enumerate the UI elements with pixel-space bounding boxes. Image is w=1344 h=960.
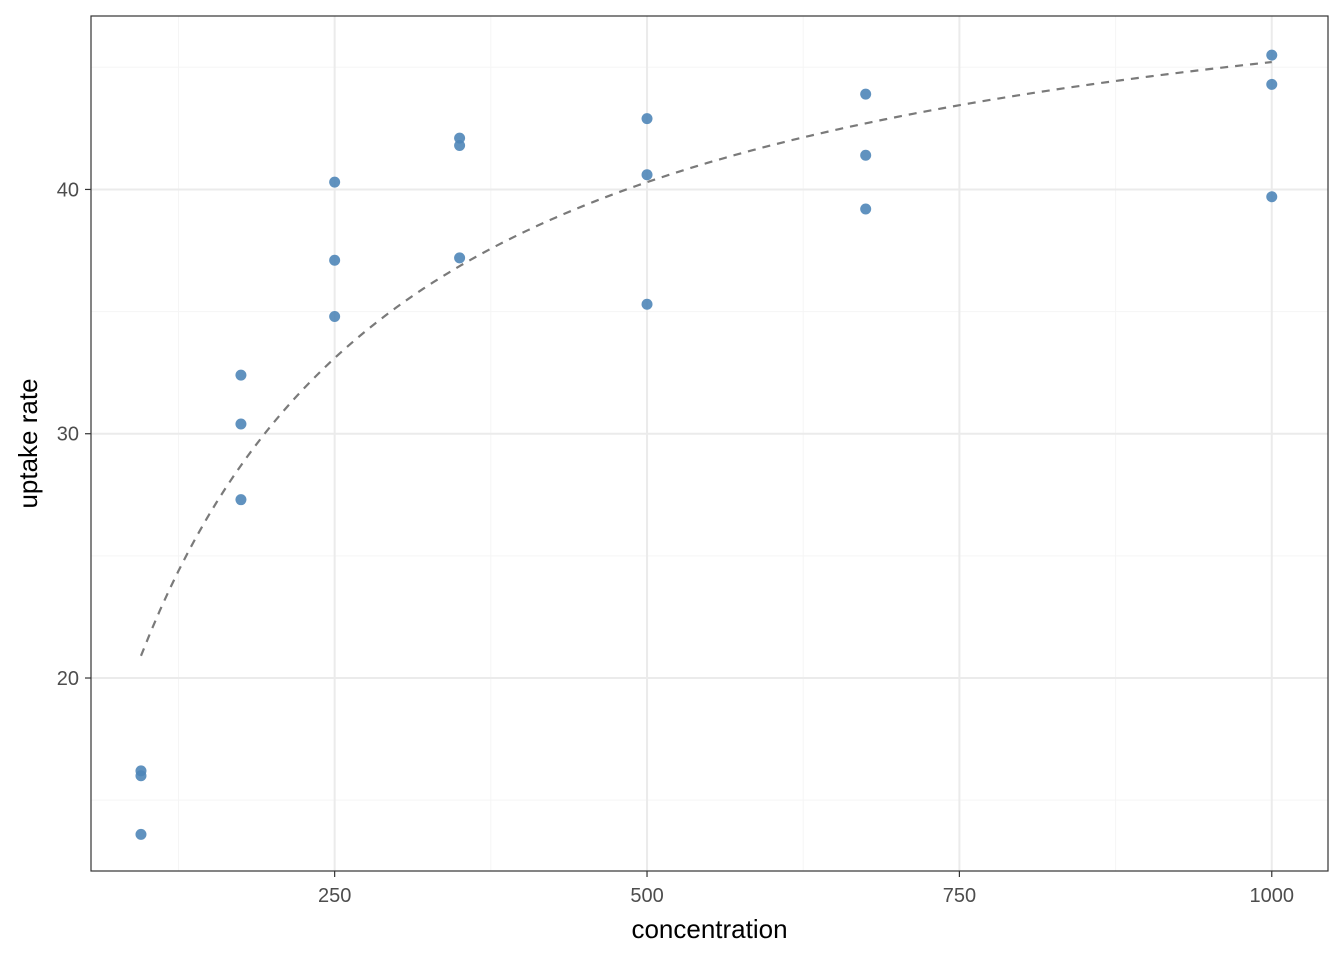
data-point bbox=[329, 310, 341, 322]
data-point bbox=[641, 169, 653, 181]
y-tick-label: 20 bbox=[57, 668, 79, 690]
data-point bbox=[1266, 49, 1278, 61]
data-point bbox=[860, 203, 872, 215]
x-axis: 250 500 750 1000 bbox=[318, 871, 1294, 907]
data-point bbox=[860, 88, 872, 100]
grid-major bbox=[91, 16, 1328, 871]
data-point bbox=[641, 298, 653, 310]
data-point bbox=[329, 254, 341, 266]
panel-border bbox=[90, 15, 1329, 872]
data-point bbox=[135, 770, 147, 782]
x-axis-title: concentration bbox=[631, 914, 787, 944]
data-point bbox=[235, 369, 247, 381]
data-point bbox=[860, 149, 872, 161]
x-tick-label: 250 bbox=[318, 885, 351, 907]
data-point bbox=[1266, 78, 1278, 90]
y-tick-label: 30 bbox=[57, 424, 79, 446]
data-point bbox=[135, 828, 147, 840]
data-point bbox=[235, 418, 247, 430]
y-tick-label: 40 bbox=[57, 179, 79, 201]
data-point bbox=[454, 139, 466, 151]
y-axis: 20 30 40 bbox=[57, 179, 91, 690]
x-tick-label: 500 bbox=[630, 885, 663, 907]
data-point bbox=[235, 494, 247, 506]
grid-minor bbox=[91, 16, 1328, 871]
data-point bbox=[329, 176, 341, 188]
data-point bbox=[1266, 191, 1278, 203]
data-point bbox=[454, 252, 466, 264]
data-point bbox=[641, 113, 653, 125]
x-tick-label: 750 bbox=[943, 885, 976, 907]
fit-curve bbox=[139, 60, 1272, 657]
data-points bbox=[135, 49, 1278, 840]
x-tick-label: 1000 bbox=[1250, 885, 1295, 907]
y-axis-title: uptake rate bbox=[13, 378, 43, 508]
